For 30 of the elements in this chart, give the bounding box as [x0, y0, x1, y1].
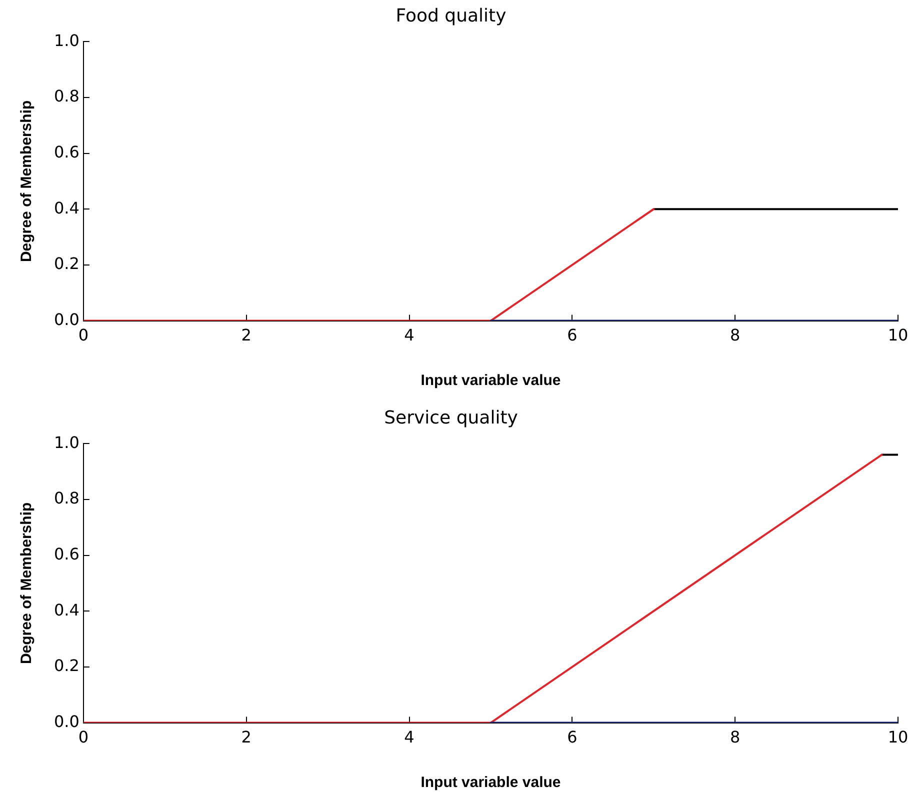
- y-axis-title: Degree of Membership: [18, 502, 36, 664]
- y-tick-label: 0.2: [54, 656, 80, 676]
- x-tick-label: 2: [241, 728, 252, 747]
- x-tick-label: 6: [567, 326, 578, 345]
- y-tick-label: 1.0: [54, 432, 80, 452]
- y-tick-label: 0.8: [54, 488, 80, 508]
- y-tick-label: 0.4: [54, 600, 80, 620]
- chart-title: Food quality: [396, 5, 507, 26]
- x-tick-label: 10: [888, 326, 908, 345]
- y-tick-label: 0.2: [54, 254, 80, 274]
- x-tick-label: 4: [404, 728, 414, 747]
- y-tick-label: 0.0: [54, 712, 80, 731]
- x-tick-label: 6: [567, 728, 578, 747]
- x-tick-label: 8: [730, 728, 740, 747]
- x-tick-label: 0: [78, 326, 89, 345]
- x-axis-title: Input variable value: [420, 372, 561, 390]
- y-tick-label: 0.6: [54, 544, 80, 564]
- x-tick-label: 4: [404, 326, 414, 345]
- y-tick-label: 0.6: [54, 142, 80, 162]
- y-axis-title: Degree of Membership: [18, 100, 36, 262]
- y-tick-label: 0.4: [54, 198, 80, 218]
- x-tick-label: 8: [730, 326, 740, 345]
- x-tick-label: 0: [78, 728, 89, 747]
- x-tick-label: 10: [888, 728, 908, 747]
- y-tick-label: 1.0: [54, 30, 80, 50]
- y-tick-label: 0.8: [54, 86, 80, 106]
- x-tick-label: 2: [241, 326, 252, 345]
- y-tick-label: 0.0: [54, 310, 80, 329]
- x-axis-title: Input variable value: [420, 774, 561, 792]
- chart-title: Service quality: [384, 407, 518, 428]
